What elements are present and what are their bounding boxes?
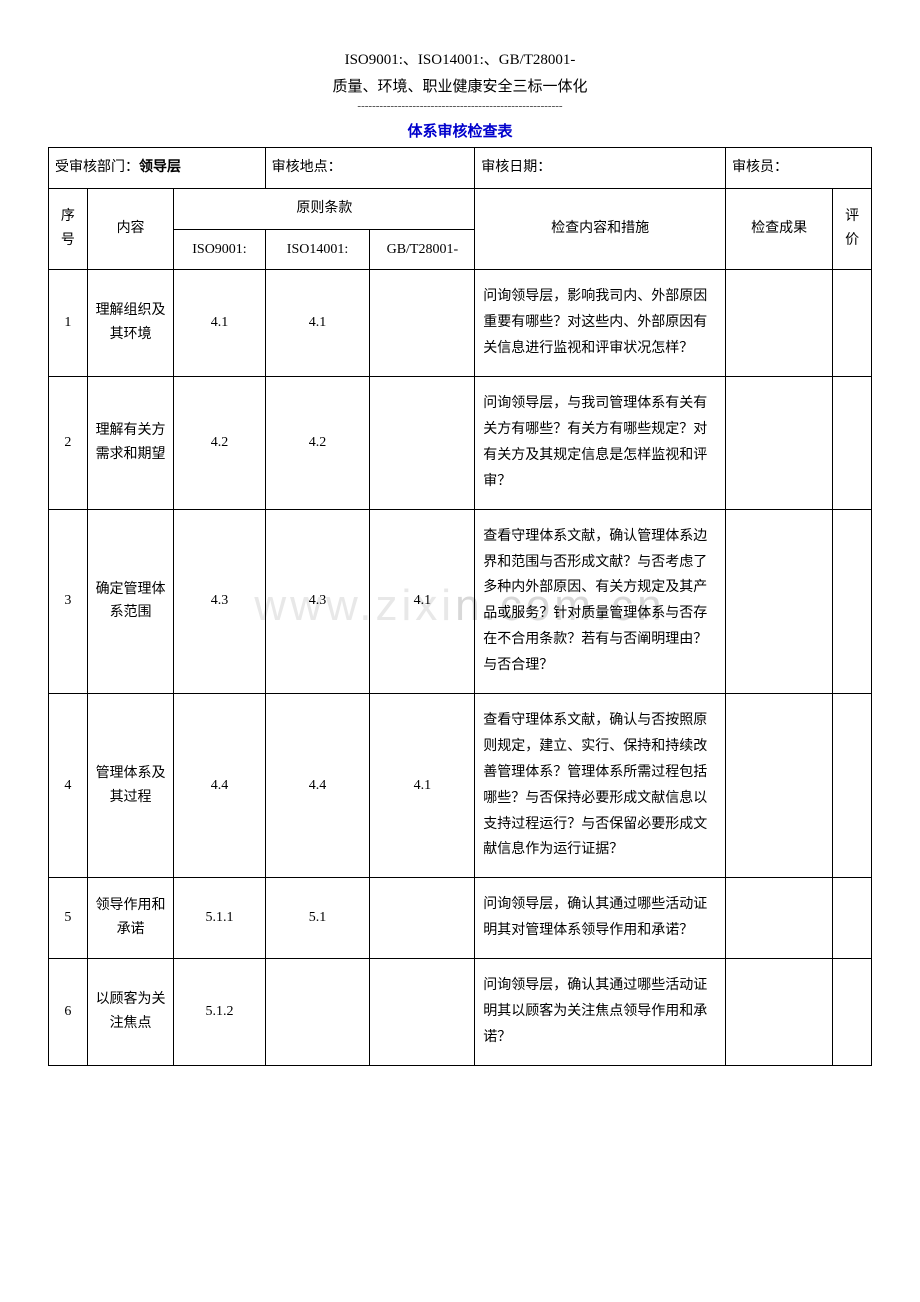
cell-seq: 2 — [49, 377, 88, 510]
cell-eval — [833, 959, 872, 1066]
cell-result — [726, 878, 833, 959]
cell-seq: 3 — [49, 509, 88, 693]
cell-seq: 6 — [49, 959, 88, 1066]
cell-result — [726, 959, 833, 1066]
auditor-cell: 审核员： — [726, 148, 872, 189]
header-standards: ISO9001:、ISO14001:、GB/T28001- — [48, 48, 872, 69]
th-check: 检查内容和措施 — [475, 188, 726, 270]
th-eval: 评价 — [833, 188, 872, 270]
cell-content: 管理体系及其过程 — [87, 693, 174, 877]
cell-iso9001: 4.3 — [174, 509, 265, 693]
cell-gbt: 4.1 — [370, 509, 475, 693]
cell-content: 以顾客为关注焦点 — [87, 959, 174, 1066]
audit-checklist-table: 受审核部门：领导层 审核地点： 审核日期： 审核员： 序号 内容 原则条款 检查… — [48, 147, 872, 1066]
cell-seq: 4 — [49, 693, 88, 877]
cell-check: 问询领导层，确认其通过哪些活动证明其以顾客为关注焦点领导作用和承诺？ — [475, 959, 726, 1066]
th-result: 检查成果 — [726, 188, 833, 270]
cell-content: 领导作用和承诺 — [87, 878, 174, 959]
cell-iso9001: 4.1 — [174, 270, 265, 377]
cell-check: 查看守理体系文献，确认管理体系边界和范围与否形成文献？与否考虑了多种内外部原因、… — [475, 509, 726, 693]
cell-gbt — [370, 270, 475, 377]
cell-content: 理解组织及其环境 — [87, 270, 174, 377]
cell-iso14001: 4.1 — [265, 270, 370, 377]
cell-eval — [833, 509, 872, 693]
cell-check: 查看守理体系文献，确认与否按照原则规定，建立、实行、保持和持续改善管理体系？管理… — [475, 693, 726, 877]
cell-seq: 5 — [49, 878, 88, 959]
cell-iso14001: 4.3 — [265, 509, 370, 693]
date-cell: 审核日期： — [475, 148, 726, 189]
table-row: 4 管理体系及其过程 4.4 4.4 4.1 查看守理体系文献，确认与否按照原则… — [49, 693, 872, 877]
cell-result — [726, 509, 833, 693]
cell-iso9001: 5.1.1 — [174, 878, 265, 959]
header-divider: ----------------------------------------… — [48, 100, 872, 112]
cell-gbt — [370, 377, 475, 510]
cell-eval — [833, 377, 872, 510]
cell-iso9001: 5.1.2 — [174, 959, 265, 1066]
th-content: 内容 — [87, 188, 174, 270]
info-row: 受审核部门：领导层 审核地点： 审核日期： 审核员： — [49, 148, 872, 189]
cell-iso14001: 4.2 — [265, 377, 370, 510]
cell-iso14001: 4.4 — [265, 693, 370, 877]
document-header: ISO9001:、ISO14001:、GB/T28001- 质量、环境、职业健康… — [48, 48, 872, 112]
cell-eval — [833, 878, 872, 959]
table-row: 5 领导作用和承诺 5.1.1 5.1 问询领导层，确认其通过哪些活动证明其对管… — [49, 878, 872, 959]
cell-content: 理解有关方需求和期望 — [87, 377, 174, 510]
cell-gbt — [370, 959, 475, 1066]
cell-iso14001 — [265, 959, 370, 1066]
cell-content: 确定管理体系范围 — [87, 509, 174, 693]
cell-check: 问询领导层，影响我司内、外部原因重要有哪些？对这些内、外部原因有关信息进行监视和… — [475, 270, 726, 377]
cell-result — [726, 693, 833, 877]
dept-value: 领导层 — [139, 160, 181, 175]
cell-gbt — [370, 878, 475, 959]
table-container: www.zixin.com.cn 受审核部门：领导层 审核地点： 审核日期： 审… — [48, 147, 872, 1066]
cell-result — [726, 377, 833, 510]
cell-result — [726, 270, 833, 377]
th-iso9001: ISO9001: — [174, 229, 265, 270]
table-row: 1 理解组织及其环境 4.1 4.1 问询领导层，影响我司内、外部原因重要有哪些… — [49, 270, 872, 377]
cell-seq: 1 — [49, 270, 88, 377]
cell-gbt: 4.1 — [370, 693, 475, 877]
cell-eval — [833, 270, 872, 377]
page-title: 体系审核检查表 — [48, 120, 872, 141]
cell-iso14001: 5.1 — [265, 878, 370, 959]
dept-cell: 受审核部门：领导层 — [49, 148, 266, 189]
header-row-1: 序号 内容 原则条款 检查内容和措施 检查成果 评价 — [49, 188, 872, 229]
th-principle: 原则条款 — [174, 188, 475, 229]
table-row: 3 确定管理体系范围 4.3 4.3 4.1 查看守理体系文献，确认管理体系边界… — [49, 509, 872, 693]
dept-label: 受审核部门： — [55, 160, 139, 175]
cell-iso9001: 4.2 — [174, 377, 265, 510]
cell-iso9001: 4.4 — [174, 693, 265, 877]
location-cell: 审核地点： — [265, 148, 475, 189]
cell-eval — [833, 693, 872, 877]
th-iso14001: ISO14001: — [265, 229, 370, 270]
cell-check: 问询领导层，确认其通过哪些活动证明其对管理体系领导作用和承诺？ — [475, 878, 726, 959]
header-subtitle: 质量、环境、职业健康安全三标一体化 — [48, 75, 872, 96]
th-gbt28001: GB/T28001- — [370, 229, 475, 270]
th-seq: 序号 — [49, 188, 88, 270]
cell-check: 问询领导层，与我司管理体系有关有关方有哪些？有关方有哪些规定？对有关方及其规定信… — [475, 377, 726, 510]
table-row: 6 以顾客为关注焦点 5.1.2 问询领导层，确认其通过哪些活动证明其以顾客为关… — [49, 959, 872, 1066]
table-row: 2 理解有关方需求和期望 4.2 4.2 问询领导层，与我司管理体系有关有关方有… — [49, 377, 872, 510]
